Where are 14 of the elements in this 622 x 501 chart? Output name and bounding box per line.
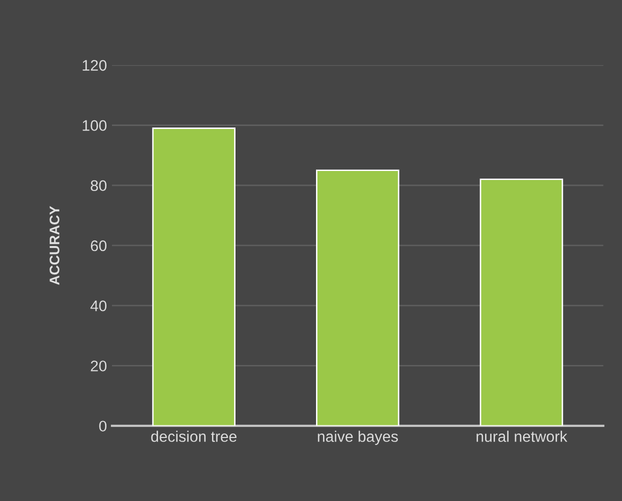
- y-tick-label: 120: [82, 60, 107, 71]
- x-tick-label: decision tree: [151, 430, 236, 442]
- y-tick-label: 60: [90, 240, 107, 252]
- y-tick-label: 20: [90, 360, 107, 372]
- x-tick-label: nural network: [476, 430, 568, 442]
- x-tick-label: naive bayes: [318, 430, 398, 445]
- bar: [152, 128, 236, 426]
- bar: [480, 178, 564, 426]
- y-tick-label: 100: [82, 120, 107, 131]
- y-axis-title: ACCURACY: [50, 206, 60, 285]
- bar: [316, 170, 400, 426]
- y-tick-label: 80: [90, 180, 107, 192]
- y-tick-label: 40: [90, 300, 107, 312]
- y-tick-label: 0: [99, 420, 106, 432]
